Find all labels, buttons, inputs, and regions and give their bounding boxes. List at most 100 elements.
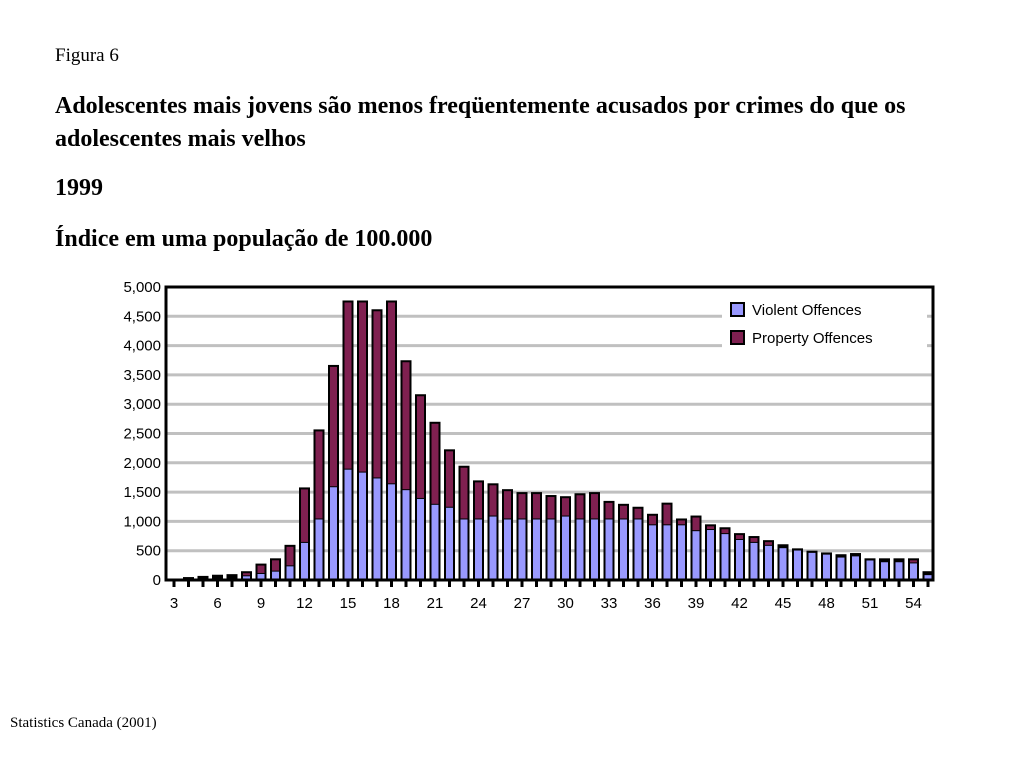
bar-property (257, 565, 265, 573)
plot-frame (164, 285, 935, 582)
page-title: Adolescentes mais jovens são menos freqü… (55, 93, 906, 152)
bar-violent (808, 552, 816, 580)
bar-property (344, 302, 352, 469)
bar-property (576, 495, 584, 519)
bar-property (721, 529, 729, 534)
bar-property (591, 494, 598, 519)
y-tick-label: 3,000 (123, 396, 161, 413)
bar-property (431, 423, 439, 504)
bar-violent (591, 519, 598, 580)
bar-violent (330, 487, 337, 580)
x-tick-label: 54 (905, 595, 922, 612)
x-tick-label: 9 (257, 595, 265, 612)
bar-property (359, 302, 366, 472)
bar-violent (779, 548, 787, 580)
bar-property (402, 362, 410, 490)
x-tick-label: 15 (340, 595, 357, 612)
bar-property (460, 467, 468, 519)
bar-violent (388, 484, 395, 580)
bar-property (736, 535, 743, 539)
bar-outline (197, 575, 209, 580)
bar-property (417, 396, 424, 498)
bar-violent (547, 519, 555, 580)
bar-violent (576, 519, 584, 580)
y-tick-label: 5,000 (123, 279, 161, 296)
bar-property (634, 508, 642, 519)
y-tick-label: 2,000 (123, 455, 161, 472)
bar-violent (344, 469, 352, 580)
bar-violent (765, 545, 772, 580)
bar-property (330, 366, 337, 487)
bar-property (620, 505, 627, 519)
source-note: Statistics Canada (2001) (10, 715, 157, 731)
bar-property (475, 482, 482, 519)
bar-violent (721, 534, 729, 580)
bar-violent (402, 490, 410, 580)
x-tick-label: 30 (557, 595, 574, 612)
bar-violent (620, 519, 627, 580)
x-tick-label: 42 (731, 595, 748, 612)
x-tick-label: 21 (427, 595, 444, 612)
year-heading: 1999 (55, 175, 103, 201)
bar-violent (881, 562, 888, 580)
x-tick-label: 3 (170, 595, 178, 612)
x-tick-label: 6 (213, 595, 221, 612)
bar-violent (692, 531, 700, 580)
x-tick-label: 48 (818, 595, 835, 612)
bar-property (301, 489, 308, 542)
bar-violent (562, 516, 569, 580)
bar-violent (460, 519, 468, 580)
bar-violent (431, 504, 439, 580)
bar-property (707, 526, 714, 530)
bar-property (765, 542, 772, 545)
x-tick-label: 36 (644, 595, 661, 612)
bar-violent (663, 525, 671, 580)
bar-property (605, 502, 613, 519)
bar-violent (924, 575, 932, 580)
bar-property (663, 504, 671, 525)
y-tick-label: 0 (153, 572, 161, 589)
bar-outline (226, 574, 238, 580)
bar-violent (634, 519, 642, 580)
legend-box (722, 294, 927, 350)
bar-violent (417, 498, 424, 580)
bar-property (243, 573, 250, 576)
bar-violent (866, 560, 874, 580)
y-tick-label: 4,000 (123, 338, 161, 355)
bar-violent (852, 556, 859, 580)
bar-violent (373, 478, 381, 580)
bar-violent (649, 525, 656, 580)
bar-violent (301, 542, 308, 580)
bar-violent (315, 519, 323, 580)
bar-property (533, 494, 540, 519)
bar-outline (241, 571, 252, 580)
bar-violent (243, 576, 250, 580)
bar-property (562, 498, 569, 516)
bar-property (678, 520, 685, 525)
bar-property (388, 302, 395, 484)
legend-swatch-violent (730, 302, 745, 317)
bar-violent (272, 571, 279, 580)
bar-violent (504, 519, 511, 580)
bar-outline (212, 574, 223, 580)
bar-property (272, 560, 279, 571)
x-tick-label: 27 (514, 595, 531, 612)
bar-violent (518, 519, 526, 580)
bar-property (750, 538, 758, 542)
y-tick-label: 4,500 (123, 308, 161, 325)
bar-property (286, 546, 294, 566)
legend-swatch-property (730, 330, 745, 345)
bar-violent (678, 525, 685, 580)
legend-label-violent: Violent Offences (752, 302, 862, 319)
x-tick-label: 33 (601, 595, 618, 612)
bar-violent (707, 530, 714, 580)
bar-property (373, 311, 381, 478)
x-tick-label: 51 (862, 595, 879, 612)
bar-violent (910, 563, 917, 580)
x-tick-label: 39 (688, 595, 705, 612)
bar-violent (605, 519, 613, 580)
bar-violent (359, 472, 366, 580)
rate-heading: Índice em uma população de 100.000 (55, 226, 433, 252)
bar-violent (823, 554, 830, 580)
